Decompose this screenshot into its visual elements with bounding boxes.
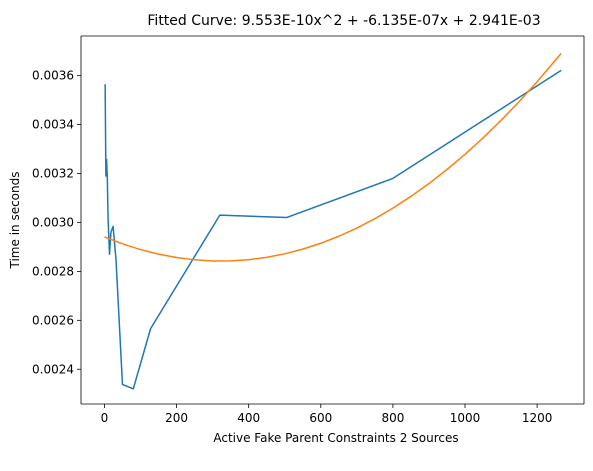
x-axis-ticks: 0 200 400 600 800 1000 1200 [101,404,553,425]
chart-title: Fitted Curve: 9.553E-10x^2 + -6.135E-07x… [147,13,540,29]
x-tick-label: 1000 [450,411,481,425]
y-axis-label: Time in seconds [8,172,22,270]
y-axis-ticks: 0.0024 0.0026 0.0028 0.0030 0.0032 0.0034 0.00… [32,69,81,376]
y-tick-label: 0.0024 [32,362,74,376]
x-axis-label: Active Fake Parent Constraints 2 Sources [213,431,458,445]
y-tick-label: 0.0032 [32,167,74,181]
fitted-curve-line [104,53,562,262]
series-group [104,53,562,390]
x-tick-label: 1200 [522,411,553,425]
x-tick-label: 800 [381,411,404,425]
x-tick-label: 0 [101,411,109,425]
y-tick-label: 0.0036 [32,69,74,83]
y-tick-label: 0.0026 [32,313,74,327]
x-tick-label: 600 [309,411,332,425]
x-tick-label: 400 [237,411,260,425]
y-tick-label: 0.0028 [32,264,74,278]
y-tick-label: 0.0034 [32,118,74,132]
x-tick-label: 200 [165,411,188,425]
y-tick-label: 0.0030 [32,215,74,229]
plot-area [80,35,585,405]
measured-series-line [104,69,562,390]
